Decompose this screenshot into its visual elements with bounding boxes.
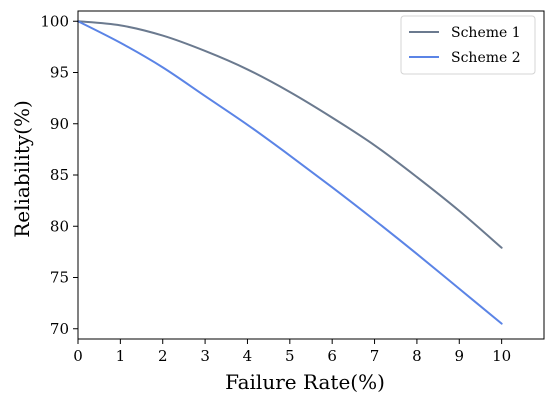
legend-entry: Scheme 1 bbox=[451, 25, 521, 41]
x-tick-label: 1 bbox=[116, 347, 126, 365]
y-tick-label: 90 bbox=[50, 115, 69, 133]
x-tick-label: 2 bbox=[158, 347, 168, 365]
legend: Scheme 1 Scheme 2 bbox=[400, 15, 536, 75]
x-tick-label: 3 bbox=[200, 347, 210, 365]
x-tick-label: 6 bbox=[327, 347, 337, 365]
y-tick-label: 70 bbox=[50, 320, 69, 338]
y-tick-label: 75 bbox=[50, 269, 69, 287]
x-tick-label: 8 bbox=[412, 347, 422, 365]
y-tick-label: 100 bbox=[40, 12, 69, 30]
x-tick-label: 9 bbox=[454, 347, 464, 365]
x-tick-label: 7 bbox=[370, 347, 380, 365]
x-axis-label: Failure Rate(%) bbox=[225, 370, 385, 394]
y-axis-ticks: 70 75 80 85 90 95 100 bbox=[40, 12, 78, 338]
x-tick-label: 10 bbox=[492, 347, 511, 365]
x-tick-label: 0 bbox=[73, 347, 83, 365]
legend-entry: Scheme 2 bbox=[451, 50, 521, 66]
y-tick-label: 85 bbox=[50, 166, 69, 184]
x-tick-label: 5 bbox=[285, 347, 295, 365]
legend-box bbox=[400, 15, 536, 75]
y-axis-label: Reliability(%) bbox=[10, 100, 34, 238]
series-line-2 bbox=[77, 20, 503, 325]
x-axis-ticks: 0 1 2 3 4 5 6 7 8 9 10 bbox=[73, 339, 511, 365]
x-tick-label: 4 bbox=[243, 347, 253, 365]
series-lines bbox=[77, 20, 503, 325]
y-tick-label: 80 bbox=[50, 217, 69, 235]
y-tick-label: 95 bbox=[50, 64, 69, 82]
series-line-1 bbox=[77, 20, 503, 249]
